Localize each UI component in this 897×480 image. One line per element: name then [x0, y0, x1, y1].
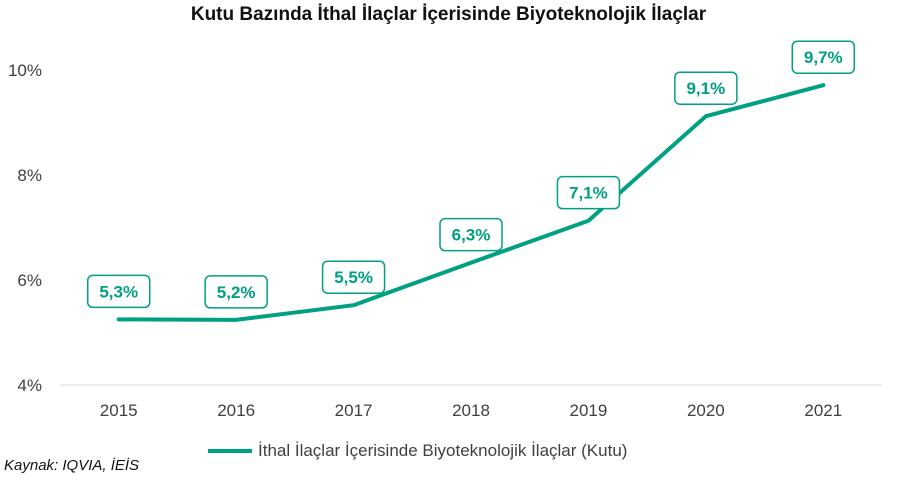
x-tick-label: 2018: [452, 401, 490, 420]
x-tick-label: 2016: [217, 401, 255, 420]
data-label: 5,2%: [204, 275, 268, 309]
x-tick-label: 2019: [570, 401, 608, 420]
data-label: 9,7%: [791, 40, 856, 74]
data-label-text: 9,1%: [686, 79, 725, 98]
data-label-box: [556, 175, 621, 210]
y-tick-label: 4%: [17, 376, 42, 395]
data-label-text: 9,7%: [804, 48, 843, 67]
data-label-box: [791, 40, 856, 74]
data-label: 6,3%: [439, 217, 503, 252]
legend: İthal İlaçlar İçerisinde Biyoteknolojik …: [208, 441, 627, 461]
data-label: 9,1%: [674, 71, 738, 105]
data-label-box: [674, 71, 738, 105]
y-tick-label: 10%: [8, 61, 42, 80]
series-line: [116, 83, 826, 322]
data-label-text: 6,3%: [452, 226, 491, 245]
data-labels: 5,3% 5,2% 5,5% 6,3% 7,1% 9,1% 9,7%: [86, 40, 856, 309]
data-label-text: 7,1%: [569, 184, 608, 203]
x-tick-label: 2021: [804, 401, 842, 420]
data-label: 5,3%: [86, 274, 151, 309]
y-tick-label: 6%: [17, 271, 42, 290]
data-label-text: 5,3%: [99, 282, 138, 301]
y-axis: 4% 6% 8% 10%: [8, 61, 42, 395]
y-tick-label: 8%: [17, 166, 42, 185]
source-note: Kaynak: IQVIA, İEİS: [4, 457, 140, 474]
data-label-text: 5,5%: [334, 268, 373, 287]
data-label: 7,1%: [556, 175, 621, 210]
x-tick-label: 2020: [687, 401, 725, 420]
data-label-box: [321, 260, 386, 294]
legend-label: İthal İlaçlar İçerisinde Biyoteknolojik …: [258, 441, 628, 460]
data-label: 5,5%: [321, 260, 386, 294]
data-label-box: [204, 275, 268, 309]
data-label-box: [86, 274, 151, 309]
legend-line-marker: [208, 449, 252, 453]
x-tick-label: 2017: [335, 401, 373, 420]
data-label-box: [439, 217, 503, 252]
x-tick-label: 2015: [100, 401, 138, 420]
x-axis: 2015 2016 2017 2018 2019 2020 2021: [100, 401, 842, 420]
data-label-text: 5,2%: [217, 283, 256, 302]
chart-title: Kutu Bazında İthal İlaçlar İçerisinde Bi…: [190, 4, 707, 25]
